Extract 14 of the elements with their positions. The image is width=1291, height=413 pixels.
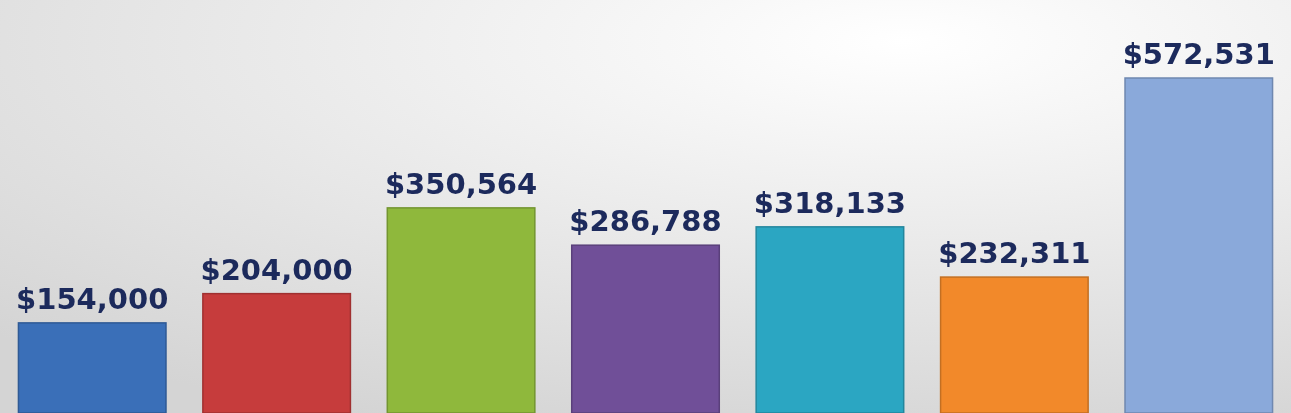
- bar: [570, 244, 721, 413]
- data-label: $572,531: [1122, 37, 1275, 71]
- data-label: $350,564: [384, 166, 538, 201]
- data-label: $232,311: [938, 236, 1091, 271]
- bar: [386, 207, 536, 413]
- data-label: $154,000: [16, 281, 169, 316]
- bar: [1124, 77, 1274, 413]
- data-label: $318,133: [753, 185, 907, 220]
- data-label: $204,000: [200, 252, 353, 287]
- bar: [17, 322, 167, 413]
- bar: [202, 292, 352, 413]
- bar: [939, 276, 1089, 413]
- bar: [755, 226, 905, 413]
- data-label: $286,788: [569, 204, 722, 239]
